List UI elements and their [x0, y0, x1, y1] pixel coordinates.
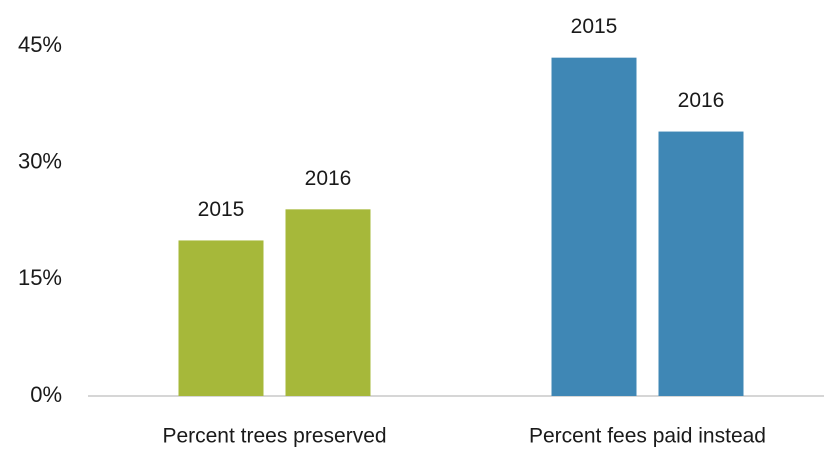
y-tick-label: 30% [18, 148, 62, 173]
bar-series-label: 2015 [571, 15, 618, 38]
x-tick-label: Percent trees preserved [162, 425, 386, 448]
bar [285, 209, 371, 396]
x-tick-label: Percent fees paid instead [529, 425, 766, 448]
bar-series-label: 2016 [305, 167, 352, 190]
y-tick-label: 0% [30, 382, 62, 407]
bar-series-label: 2016 [678, 89, 725, 112]
y-tick-label: 45% [18, 32, 62, 57]
bar [551, 57, 637, 397]
y-tick-label: 15% [18, 265, 62, 290]
bar [658, 131, 744, 397]
bar-series-label: 2015 [198, 198, 245, 221]
bar [178, 240, 264, 396]
